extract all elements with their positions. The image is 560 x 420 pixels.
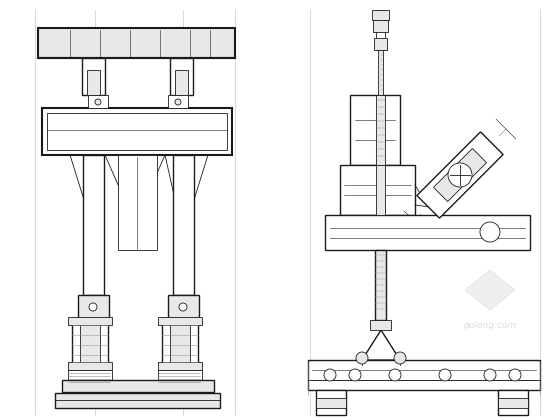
- Circle shape: [509, 369, 521, 381]
- Bar: [308, 360, 540, 390]
- Polygon shape: [433, 149, 487, 202]
- Bar: [82, 58, 105, 95]
- Circle shape: [389, 369, 401, 381]
- Bar: [68, 370, 112, 385]
- Bar: [170, 58, 193, 95]
- Bar: [62, 380, 214, 392]
- Bar: [158, 362, 202, 370]
- Bar: [340, 165, 415, 215]
- Bar: [158, 317, 202, 325]
- Bar: [80, 323, 100, 365]
- Bar: [325, 215, 530, 250]
- Bar: [162, 318, 198, 370]
- Bar: [78, 295, 109, 318]
- Circle shape: [179, 303, 187, 311]
- Circle shape: [175, 99, 181, 105]
- Bar: [375, 250, 386, 320]
- Circle shape: [448, 163, 472, 187]
- Bar: [88, 95, 108, 108]
- Circle shape: [95, 99, 101, 105]
- Bar: [376, 10, 385, 50]
- Circle shape: [349, 369, 361, 381]
- Bar: [316, 398, 346, 408]
- Bar: [55, 393, 220, 408]
- Circle shape: [484, 369, 496, 381]
- Bar: [158, 370, 202, 385]
- Bar: [68, 317, 112, 325]
- Bar: [376, 165, 385, 215]
- Bar: [83, 155, 104, 295]
- Bar: [72, 318, 108, 370]
- Bar: [168, 95, 188, 108]
- Bar: [316, 390, 346, 415]
- Bar: [370, 320, 391, 330]
- Polygon shape: [465, 270, 515, 310]
- Bar: [170, 323, 190, 365]
- Text: gulong.com: gulong.com: [464, 320, 516, 330]
- Bar: [87, 70, 100, 95]
- Circle shape: [480, 222, 500, 242]
- Bar: [374, 38, 387, 50]
- Bar: [378, 50, 383, 95]
- Bar: [118, 155, 157, 250]
- Bar: [38, 28, 235, 58]
- Bar: [376, 95, 385, 165]
- Circle shape: [89, 303, 97, 311]
- Bar: [173, 155, 194, 295]
- Circle shape: [324, 369, 336, 381]
- Bar: [168, 295, 199, 318]
- Bar: [68, 362, 112, 370]
- Bar: [47, 113, 227, 150]
- Circle shape: [394, 352, 406, 364]
- Bar: [175, 70, 188, 95]
- Bar: [498, 390, 528, 415]
- Circle shape: [439, 369, 451, 381]
- Bar: [350, 95, 400, 165]
- Polygon shape: [362, 330, 400, 360]
- Circle shape: [356, 352, 368, 364]
- Bar: [373, 20, 388, 32]
- Bar: [498, 398, 528, 408]
- Bar: [42, 108, 232, 155]
- Polygon shape: [417, 132, 503, 218]
- Bar: [372, 10, 389, 20]
